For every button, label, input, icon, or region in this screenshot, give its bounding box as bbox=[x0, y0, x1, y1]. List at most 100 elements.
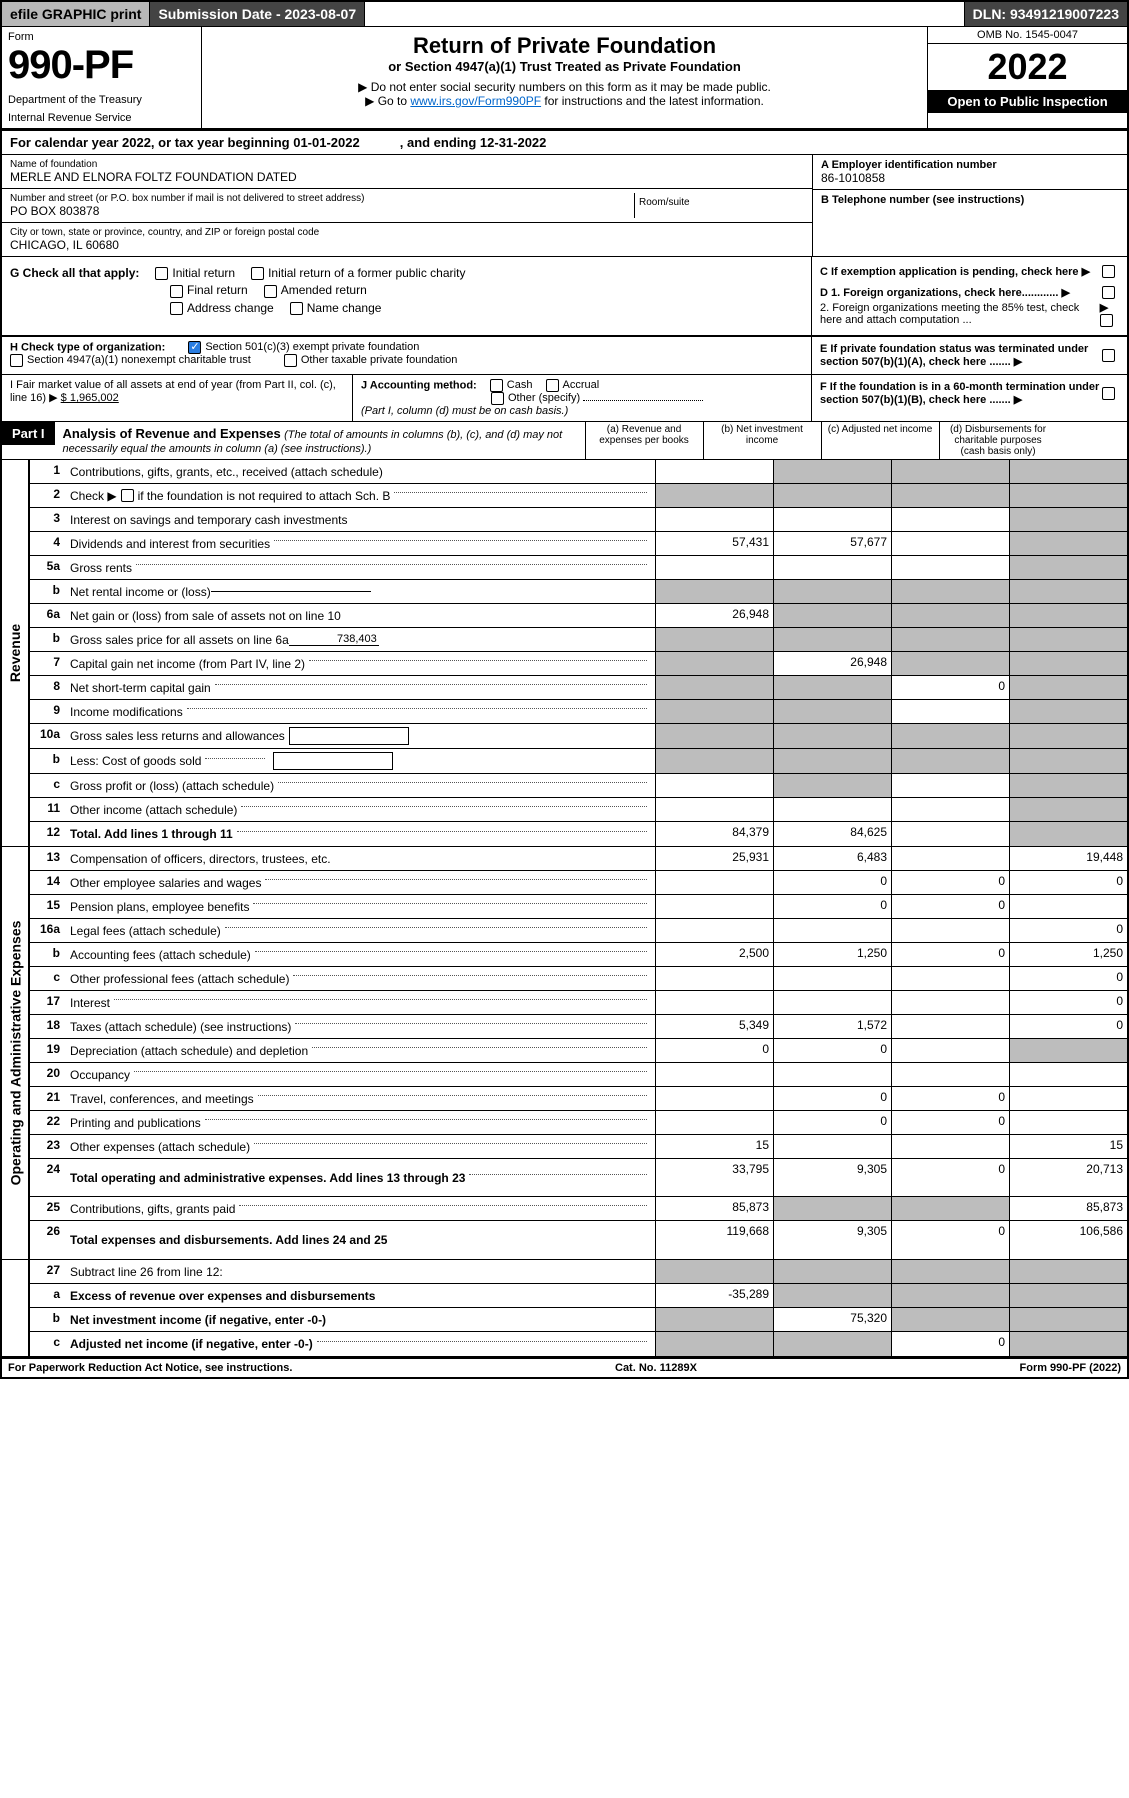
line-7: 7Capital gain net income (from Part IV, … bbox=[30, 652, 1127, 676]
col-a-header: (a) Revenue and expenses per books bbox=[585, 422, 703, 459]
city-label: City or town, state or province, country… bbox=[10, 227, 804, 238]
chk-4947a1[interactable] bbox=[10, 354, 23, 367]
c-d-checkboxes: C If exemption application is pending, c… bbox=[812, 257, 1127, 335]
line-16c: cOther professional fees (attach schedul… bbox=[30, 967, 1127, 991]
opt-initial-return: Initial return bbox=[172, 266, 235, 280]
line2-post: for instructions and the latest informat… bbox=[541, 94, 764, 108]
line-21: 21Travel, conferences, and meetings00 bbox=[30, 1087, 1127, 1111]
e-label: E If private foundation status was termi… bbox=[820, 343, 1088, 368]
line-12: 12Total. Add lines 1 through 1184,37984,… bbox=[30, 822, 1127, 846]
form990pf-link[interactable]: www.irs.gov/Form990PF bbox=[410, 94, 541, 108]
chk-name-change[interactable] bbox=[290, 302, 303, 315]
cal-end: , and ending 12-31-2022 bbox=[400, 135, 547, 150]
opt-name-change: Name change bbox=[307, 301, 382, 315]
header-center: Return of Private Foundation or Section … bbox=[202, 27, 927, 128]
efile-bar: efile GRAPHIC print Submission Date - 20… bbox=[2, 2, 1127, 26]
part1-title: Analysis of Revenue and Expenses bbox=[63, 426, 281, 441]
line-16a: 16aLegal fees (attach schedule)0 bbox=[30, 919, 1127, 943]
j-label: J Accounting method: bbox=[361, 379, 477, 391]
department-label: Department of the Treasury bbox=[8, 94, 195, 106]
ij-row: I Fair market value of all assets at end… bbox=[2, 375, 1127, 422]
h-row: H Check type of organization: Section 50… bbox=[2, 336, 1127, 375]
line-22: 22Printing and publications00 bbox=[30, 1111, 1127, 1135]
chk-other-method[interactable] bbox=[491, 392, 504, 405]
chk-initial-return[interactable] bbox=[155, 267, 168, 280]
chk-amended-return[interactable] bbox=[264, 285, 277, 298]
foundation-name-cell: Name of foundation MERLE AND ELNORA FOLT… bbox=[2, 155, 812, 189]
foundation-name: MERLE AND ELNORA FOLTZ FOUNDATION DATED bbox=[10, 170, 804, 184]
d2-label: 2. Foreign organizations meeting the 85%… bbox=[820, 302, 1100, 326]
chk-other-taxable[interactable] bbox=[284, 354, 297, 367]
line-9: 9Income modifications bbox=[30, 700, 1127, 724]
line2-pre: ▶ Go to bbox=[365, 94, 410, 108]
opt-final-return: Final return bbox=[187, 283, 248, 297]
line-27b: bNet investment income (if negative, ent… bbox=[30, 1308, 1127, 1332]
chk-status-terminated[interactable] bbox=[1102, 349, 1115, 362]
efile-submission-date: Submission Date - 2023-08-07 bbox=[150, 2, 365, 26]
address: PO BOX 803878 bbox=[10, 204, 634, 218]
page-footer: For Paperwork Reduction Act Notice, see … bbox=[2, 1359, 1127, 1377]
irs-label: Internal Revenue Service bbox=[8, 112, 195, 124]
part1-header: Part I Analysis of Revenue and Expenses … bbox=[2, 422, 1127, 460]
efile-dln: DLN: 93491219007223 bbox=[965, 2, 1127, 26]
line27-section: 27Subtract line 26 from line 12: aExcess… bbox=[2, 1260, 1127, 1359]
chk-accrual[interactable] bbox=[546, 379, 559, 392]
chk-sch-b[interactable] bbox=[121, 489, 134, 502]
telephone-cell: B Telephone number (see instructions) bbox=[813, 190, 1127, 234]
chk-60-month[interactable] bbox=[1102, 387, 1115, 400]
chk-501c3[interactable] bbox=[188, 341, 201, 354]
form-header: Form 990-PF Department of the Treasury I… bbox=[2, 26, 1127, 131]
form-label: Form bbox=[8, 31, 195, 43]
line-20: 20Occupancy bbox=[30, 1063, 1127, 1087]
city-cell: City or town, state or province, country… bbox=[2, 223, 812, 256]
line-26: 26Total expenses and disbursements. Add … bbox=[30, 1221, 1127, 1259]
chk-cash[interactable] bbox=[490, 379, 503, 392]
chk-foreign-org[interactable] bbox=[1102, 286, 1115, 299]
header-instruction-1: ▶ Do not enter social security numbers o… bbox=[210, 80, 919, 94]
part1-label: Part I bbox=[2, 422, 55, 445]
line-27c: cAdjusted net income (if negative, enter… bbox=[30, 1332, 1127, 1356]
calendar-year-row: For calendar year 2022, or tax year begi… bbox=[2, 131, 1127, 155]
opt-amended-return: Amended return bbox=[281, 283, 367, 297]
line-10b: bLess: Cost of goods sold bbox=[30, 749, 1127, 774]
address-cell: Number and street (or P.O. box number if… bbox=[2, 189, 812, 223]
opt-address-change: Address change bbox=[187, 301, 274, 315]
line-2: 2Check ▶ if the foundation is not requir… bbox=[30, 484, 1127, 508]
opexp-section: Operating and Administrative Expenses 13… bbox=[2, 847, 1127, 1260]
header-instruction-2: ▶ Go to www.irs.gov/Form990PF for instru… bbox=[210, 94, 919, 108]
footer-right: Form 990-PF (2022) bbox=[1020, 1362, 1121, 1374]
line-5a: 5aGross rents bbox=[30, 556, 1127, 580]
line-27: 27Subtract line 26 from line 12: bbox=[30, 1260, 1127, 1284]
g-checkboxes: G Check all that apply: Initial return I… bbox=[2, 257, 812, 335]
f-label: F If the foundation is in a 60-month ter… bbox=[820, 381, 1099, 406]
i-value: $ 1,965,002 bbox=[61, 392, 119, 404]
line-15: 15Pension plans, employee benefits00 bbox=[30, 895, 1127, 919]
chk-initial-former[interactable] bbox=[251, 267, 264, 280]
line-6b: bGross sales price for all assets on lin… bbox=[30, 628, 1127, 652]
addr-label: Number and street (or P.O. box number if… bbox=[10, 193, 634, 204]
line-5b: bNet rental income or (loss) bbox=[30, 580, 1127, 604]
d1-label: D 1. Foreign organizations, check here..… bbox=[820, 287, 1058, 299]
col-b-header: (b) Net investment income bbox=[703, 422, 821, 459]
line-1: 1Contributions, gifts, grants, etc., rec… bbox=[30, 460, 1127, 484]
chk-final-return[interactable] bbox=[170, 285, 183, 298]
header-left: Form 990-PF Department of the Treasury I… bbox=[2, 27, 202, 128]
h-opt-3: Other taxable private foundation bbox=[301, 354, 458, 366]
footer-left: For Paperwork Reduction Act Notice, see … bbox=[8, 1362, 292, 1374]
line-25: 25Contributions, gifts, grants paid85,87… bbox=[30, 1197, 1127, 1221]
j-cash: Cash bbox=[507, 379, 533, 391]
line-23: 23Other expenses (attach schedule)1515 bbox=[30, 1135, 1127, 1159]
line-8: 8Net short-term capital gain0 bbox=[30, 676, 1127, 700]
name-label: Name of foundation bbox=[10, 159, 804, 170]
chk-address-change[interactable] bbox=[170, 302, 183, 315]
c-label: C If exemption application is pending, c… bbox=[820, 266, 1079, 278]
line-13: 13Compensation of officers, directors, t… bbox=[30, 847, 1127, 871]
opt-initial-former: Initial return of a former public charit… bbox=[268, 266, 465, 280]
col-d-header: (d) Disbursements for charitable purpose… bbox=[939, 422, 1057, 459]
chk-foreign-85[interactable] bbox=[1100, 314, 1113, 327]
ein-value: 86-1010858 bbox=[821, 171, 1119, 185]
revenue-side-label: Revenue bbox=[2, 460, 30, 846]
line-14: 14Other employee salaries and wages000 bbox=[30, 871, 1127, 895]
chk-exemption-pending[interactable] bbox=[1102, 265, 1115, 278]
line-3: 3Interest on savings and temporary cash … bbox=[30, 508, 1127, 532]
